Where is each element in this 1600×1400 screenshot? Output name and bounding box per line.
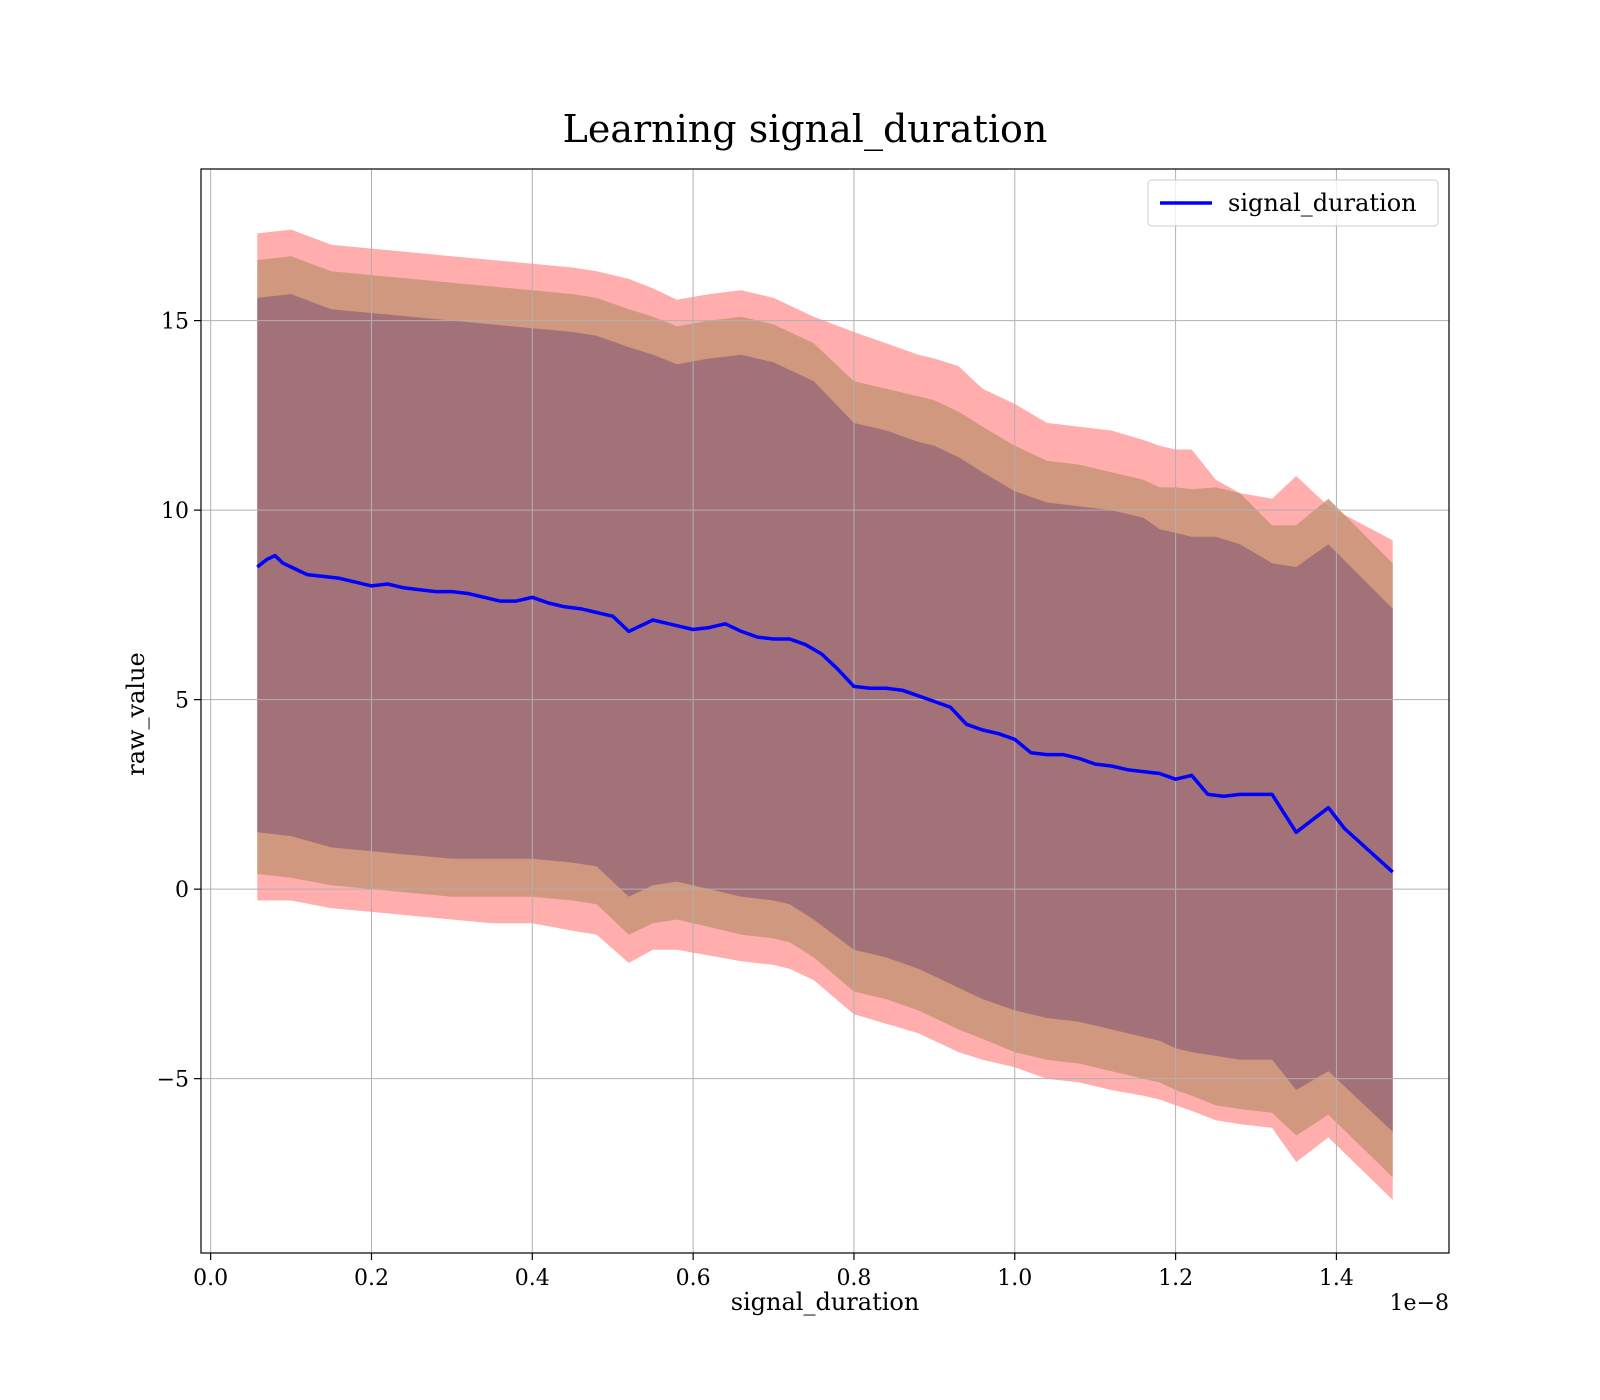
plot-area-frame (200, 168, 1450, 1254)
band-band-inner (257, 294, 1393, 1132)
y-axis-label: raw_value (122, 652, 150, 776)
x-axis-offset-label: 1e−8 (1390, 1291, 1449, 1316)
x-tick-label: 1.0 (997, 1266, 1032, 1291)
confidence-bands (257, 229, 1393, 1200)
y-tick-label: 0 (175, 878, 189, 903)
x-axis-label: signal_duration (731, 1288, 920, 1316)
y-tick-label: 5 (175, 689, 189, 714)
x-tick-label: 0.8 (836, 1266, 871, 1291)
y-tick-label: 10 (161, 499, 189, 524)
chart-title: Learning signal_duration (563, 107, 1048, 152)
y-axis-ticks: −5 0 5 10 15 (157, 310, 201, 1093)
y-tick-label: 15 (161, 310, 189, 335)
x-axis-ticks: 0.0 0.2 0.4 0.6 0.8 1.0 1.2 1.4 (193, 1253, 1354, 1291)
x-tick-label: 0.2 (354, 1266, 389, 1291)
x-tick-label: 1.2 (1158, 1266, 1193, 1291)
x-tick-label: 1.4 (1319, 1266, 1354, 1291)
y-tick-label: −5 (157, 1068, 189, 1093)
x-tick-label: 0.4 (515, 1266, 550, 1291)
x-tick-label: 0.6 (676, 1266, 711, 1291)
x-tick-label: 0.0 (193, 1266, 228, 1291)
legend-label-signal-duration: signal_duration (1228, 189, 1417, 217)
legend: signal_duration (1147, 179, 1439, 227)
series-lines (256, 553, 1394, 874)
series-line-signal-duration (256, 553, 1394, 874)
legend-box (1147, 179, 1439, 227)
grid-lines (201, 169, 1449, 1253)
